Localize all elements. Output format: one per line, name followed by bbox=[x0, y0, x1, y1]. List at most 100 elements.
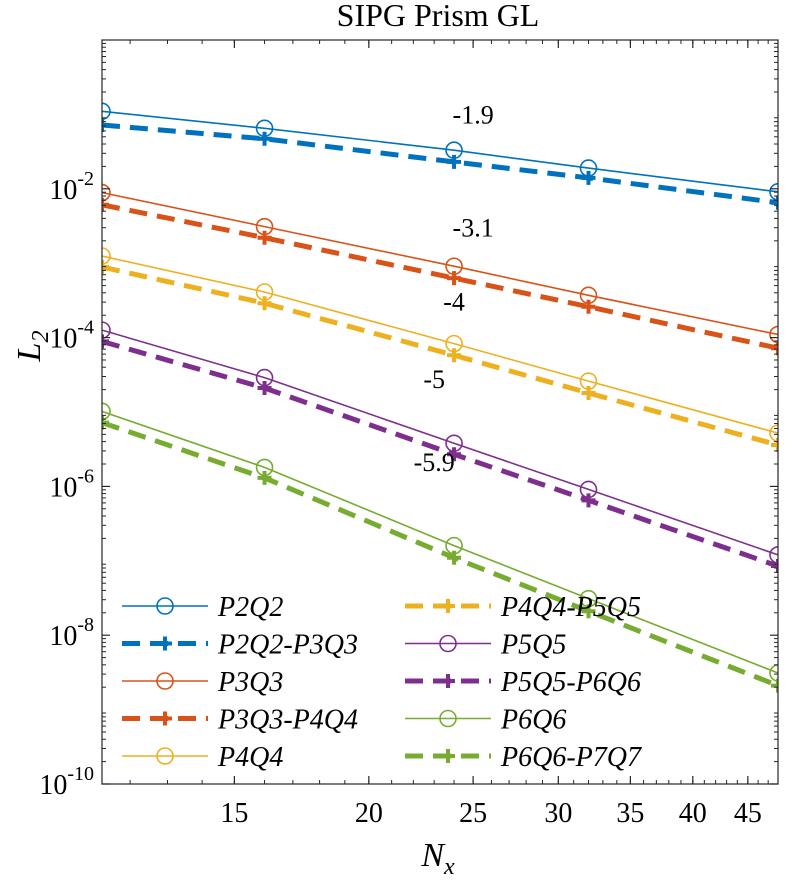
data-point-p3q3-p4q4 bbox=[771, 341, 778, 356]
x-axis-label-base: N bbox=[420, 837, 446, 874]
data-point-p5q5 bbox=[102, 321, 111, 339]
series-p5q5-p6q6 bbox=[102, 334, 778, 574]
legend-label: P6Q6 bbox=[500, 705, 566, 736]
data-point-p2q2-p3q3 bbox=[771, 195, 778, 210]
x-axis-label: Nx bbox=[420, 837, 455, 880]
legend-marker bbox=[441, 674, 455, 688]
data-point-p3q3-p4q4 bbox=[581, 299, 596, 314]
data-point-p3q3-p4q4 bbox=[257, 230, 272, 245]
legend-item-p6q6-p7q7: P6Q6-P7Q7 bbox=[405, 742, 642, 773]
slope-annotation: -1.9 bbox=[453, 101, 494, 130]
data-point-p2q2-p3q3 bbox=[447, 154, 462, 169]
legend-item-p3q3-p4q4: P3Q3-P4Q4 bbox=[122, 705, 358, 736]
data-point-p6q6 bbox=[102, 402, 111, 421]
legend-label: P4Q4-P5Q5 bbox=[500, 592, 641, 623]
slope-annotation: -3.1 bbox=[453, 213, 494, 242]
data-point-p3q3 bbox=[769, 325, 778, 344]
series-line-p3q3 bbox=[102, 191, 778, 336]
data-point-p5q5-p6q6 bbox=[257, 381, 272, 396]
data-point-p2q2-p3q3 bbox=[581, 170, 596, 185]
legend-item-p4q4-p5q5: P4Q4-P5Q5 bbox=[405, 592, 641, 623]
y-axis-label: L2 bbox=[11, 331, 54, 363]
slope-annotation: -5 bbox=[423, 365, 445, 394]
legend-label: P4Q4 bbox=[217, 742, 283, 773]
y-tick-label: 10-8 bbox=[49, 614, 94, 652]
legend-marker bbox=[439, 709, 457, 728]
series-p4q4-p5q5 bbox=[102, 259, 778, 453]
data-point-p5q5-p6q6 bbox=[102, 334, 109, 349]
data-point-p6q6-p7q7 bbox=[257, 470, 272, 485]
y-axis-label-base: L bbox=[11, 343, 48, 363]
legend-label: P3Q3 bbox=[217, 667, 283, 698]
legend-marker bbox=[156, 672, 174, 690]
data-point-p3q3-p4q4 bbox=[447, 271, 462, 286]
x-tick-label: 15 bbox=[220, 798, 248, 829]
series-p2q2-p3q3 bbox=[102, 118, 778, 210]
data-point-p4q4 bbox=[769, 424, 778, 442]
legend-item-p2q2: P2Q2 bbox=[122, 592, 283, 623]
y-tick-label-base: 10 bbox=[49, 621, 77, 652]
y-tick-label-base: 10 bbox=[39, 770, 67, 801]
legend-marker bbox=[158, 636, 172, 651]
data-point-p2q2-p3q3 bbox=[257, 131, 272, 146]
data-point-p4q4-p5q5 bbox=[447, 348, 462, 363]
series-line-p4q4 bbox=[102, 255, 778, 434]
y-tick-label-exp: -2 bbox=[77, 168, 94, 190]
series-line-p6q6 bbox=[102, 410, 778, 674]
data-point-p4q4-p5q5 bbox=[257, 296, 272, 311]
legend-label: P2Q2-P3Q3 bbox=[217, 630, 358, 661]
legend: P2Q2 P2Q2-P3Q3 P3Q3 P3Q3-P4Q4 P4Q4 P4Q4-P5Q5 P… bbox=[122, 592, 642, 773]
chart-title: SIPG Prism GL bbox=[337, 0, 540, 33]
series-p5q5 bbox=[102, 321, 778, 564]
legend-item-p2q2-p3q3: P2Q2-P3Q3 bbox=[122, 630, 358, 661]
legend-item-p5q5: P5Q5 bbox=[405, 630, 566, 661]
x-tick-label: 40 bbox=[679, 798, 707, 829]
y-tick-label-base: 10 bbox=[49, 175, 77, 206]
data-point-p5q5-p6q6 bbox=[581, 493, 596, 508]
y-tick-label-exp: -6 bbox=[77, 465, 94, 487]
data-point-p4q4 bbox=[102, 247, 111, 265]
series-line-p2q2 bbox=[102, 110, 778, 193]
axes-box bbox=[101, 39, 779, 785]
slope-annotation: -5.9 bbox=[414, 448, 455, 477]
legend-label: P5Q5 bbox=[500, 630, 566, 661]
data-point-p5q5 bbox=[769, 546, 778, 564]
data-point-p5q5-p6q6 bbox=[447, 447, 462, 462]
y-tick-label-exp: -4 bbox=[77, 317, 94, 339]
x-tick-label: 30 bbox=[544, 798, 572, 829]
y-tick-label-base: 10 bbox=[49, 472, 77, 503]
data-point-p2q2 bbox=[769, 183, 778, 201]
data-point-p4q4-p5q5 bbox=[771, 438, 778, 453]
legend-label: P5Q5-P6Q6 bbox=[500, 667, 641, 698]
y-tick-label: 10-2 bbox=[49, 168, 94, 206]
legend-item-p3q3: P3Q3 bbox=[122, 667, 283, 698]
legend-marker bbox=[439, 634, 457, 653]
plot-content: -1.9 -3.1 -4 -5 -5.9 bbox=[102, 101, 778, 693]
slope-annotation: -4 bbox=[443, 288, 465, 317]
legend-item-p5q5-p6q6: P5Q5-P6Q6 bbox=[405, 667, 641, 698]
y-tick-label-exp: -8 bbox=[77, 614, 94, 636]
y-axis-label-sub: 2 bbox=[28, 331, 54, 343]
y-tick-label: 10-6 bbox=[49, 465, 94, 503]
series-p6q6-p7q7 bbox=[102, 415, 778, 693]
x-axis-label-sub: x bbox=[443, 854, 455, 880]
data-point-p4q4-p5q5 bbox=[102, 259, 109, 274]
y-tick-label-base: 10 bbox=[49, 324, 77, 355]
legend-item-p6q6: P6Q6 bbox=[405, 705, 566, 736]
legend-marker bbox=[158, 711, 172, 726]
data-point-p3q3-p4q4 bbox=[102, 197, 109, 212]
legend-label: P3Q3-P4Q4 bbox=[217, 705, 358, 736]
data-point-p2q2 bbox=[102, 102, 111, 121]
legend-marker bbox=[156, 747, 174, 765]
plot-area bbox=[102, 40, 778, 784]
legend-label: P6Q6-P7Q7 bbox=[500, 742, 642, 773]
series-line-p5q5 bbox=[102, 329, 778, 556]
x-tick-label: 20 bbox=[355, 798, 383, 829]
data-point-p6q6-p7q7 bbox=[102, 415, 109, 430]
series-p3q3-p4q4 bbox=[102, 197, 778, 356]
y-tick-label-exp: -10 bbox=[67, 763, 94, 785]
x-tick-label: 45 bbox=[734, 798, 762, 829]
series-line-p4q4-p5q5 bbox=[102, 264, 778, 448]
